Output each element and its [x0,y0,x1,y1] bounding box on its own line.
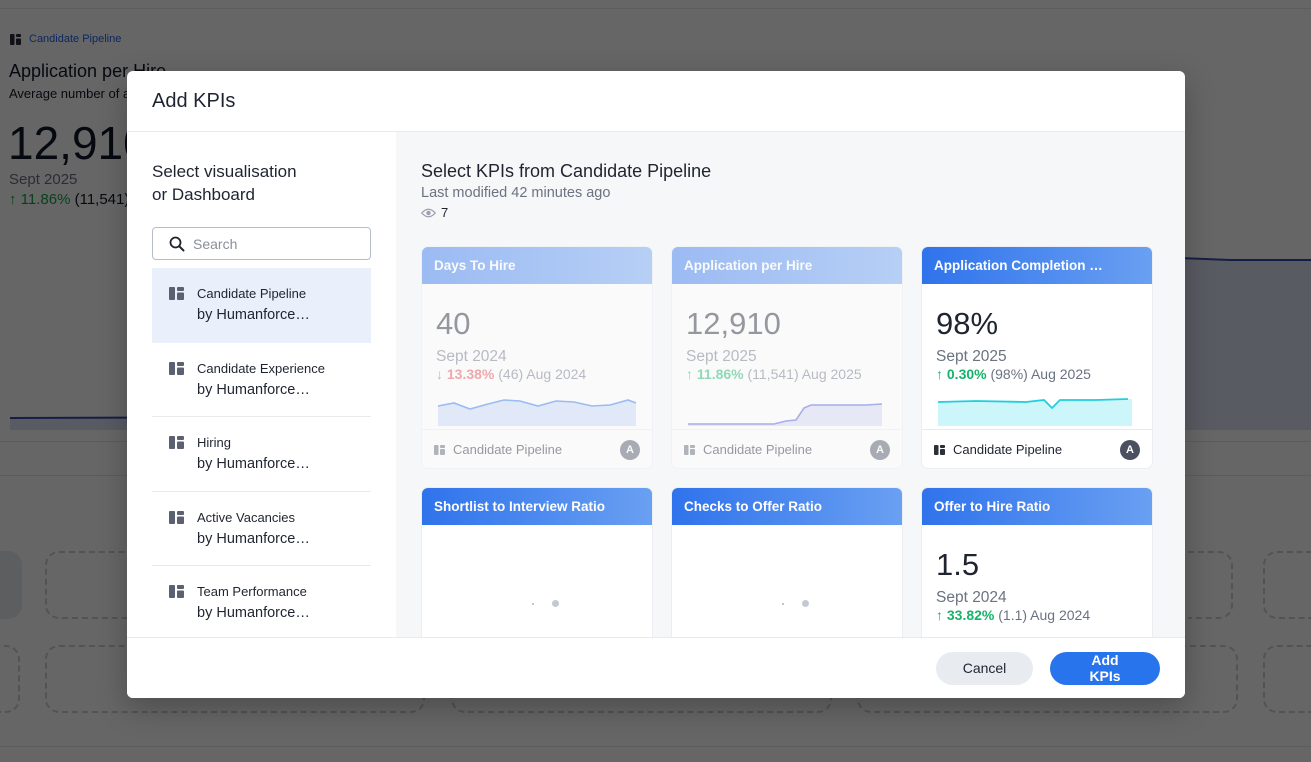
kpi-card-shortlist-to-interview[interactable]: Shortlist to Interview Ratio [421,487,653,637]
kpi-card-title: Application per Hire [672,247,902,284]
dashboard-item-hiring[interactable]: Hiring by Humanforce… [152,417,371,492]
eye-icon [421,208,436,217]
sparkline-chart [937,398,1132,426]
search-icon [169,236,185,251]
view-count-value: 7 [441,205,449,220]
kpi-card-title: Checks to Offer Ratio [672,488,902,525]
dashboard-list: Candidate Pipeline by Humanforce… Candida… [152,268,371,637]
dashboard-icon [169,585,184,598]
kpi-card-footer: Candidate Pipeline A [422,429,652,468]
kpi-card-title: Offer to Hire Ratio [922,488,1152,525]
dashboard-icon [169,287,184,300]
dashboard-icon [169,436,184,449]
kpi-card-value: 40 [436,306,471,341]
kpi-card-date: Sept 2024 [936,589,1007,606]
dashboard-owner: by Humanforce… [197,456,310,472]
dashboard-icon [169,510,184,524]
delta-percent: ↓ 13.38% [436,366,495,382]
kpi-card-title: Days To Hire [422,247,652,284]
dashboard-icon [684,444,695,455]
dashboard-name: Candidate Pipeline [197,286,307,301]
kpi-card-footer: Candidate Pipeline A [672,429,902,468]
delta-percent: ↑ 11.86% [686,366,744,382]
kpi-card-application-completion[interactable]: Application Completion … 98% Sept 2025 ↑… [921,246,1153,469]
sparkline-chart [437,399,636,426]
avatar: A [870,439,890,460]
dashboard-name: Hiring [197,435,231,450]
kpi-card-source: Candidate Pipeline [453,442,563,457]
search-input[interactable] [193,235,343,252]
dashboard-name: Active Vacancies [197,509,296,525]
dialog-footer: Cancel Add KPIs [127,637,1185,698]
dashboard-name: Team Performance [197,584,307,599]
delta-detail: (11,541) Aug 2025 [743,366,862,382]
kpi-card-date: Sept 2025 [686,348,757,365]
kpi-card-offer-to-hire[interactable]: Offer to Hire Ratio 1.5 Sept 2024 ↑ 33.8… [921,487,1153,637]
dialog-title: Add KPIs [152,89,236,112]
dashboard-owner: by Humanforce… [197,381,310,398]
kpi-card-title: Shortlist to Interview Ratio [422,488,652,525]
dashboard-owner: by Humanforce… [197,605,310,621]
view-count: 7 [421,205,1185,220]
kpi-card-footer: Candidate Pipeline A [922,429,1152,468]
dashboard-icon [169,361,184,375]
kpi-card-days-to-hire[interactable]: Days To Hire 40 Sept 2024 ↓ 13.38% (46) … [421,246,653,469]
kpi-card-source: Candidate Pipeline [953,442,1063,457]
add-kpis-button[interactable]: Add KPIs [1050,651,1160,685]
source-selector-heading: Select visualisation or Dashboard [152,162,297,204]
kpi-card-delta: ↑ 33.82% (1.1) Aug 2024 [936,607,1138,624]
source-selector-pane: Select visualisation or Dashboard Candid… [127,132,396,637]
dashboard-item-candidate-pipeline[interactable]: Candidate Pipeline by Humanforce… [152,268,371,343]
dashboard-icon [434,444,445,455]
delta-detail: (98%) Aug 2025 [986,366,1091,382]
kpi-card-source: Candidate Pipeline [703,442,813,457]
kpi-card-checks-to-offer[interactable]: Checks to Offer Ratio [671,487,903,637]
dashboard-item-active-vacancies[interactable]: Active Vacancies by Humanforce… [152,492,371,566]
loading-indicator [532,600,559,607]
dashboard-item-candidate-experience[interactable]: Candidate Experience by Humanforce… [152,343,371,417]
add-kpis-dialog: Add KPIs Select visualisation or Dashboa… [127,71,1185,698]
dashboard-name: Candidate Experience [197,360,325,376]
delta-detail: (1.1) Aug 2024 [994,607,1091,623]
avatar: A [1120,439,1140,460]
dashboard-owner: by Humanforce… [197,530,310,547]
dialog-body: Select visualisation or Dashboard Candid… [127,132,1185,637]
kpi-card-delta: ↑ 0.30% (98%) Aug 2025 [936,366,1138,383]
kpi-card-date: Sept 2024 [436,348,507,365]
kpi-card-value: 12,910 [686,306,781,341]
kpi-selection-pane: Select KPIs from Candidate Pipeline Last… [396,132,1185,637]
kpi-card-delta: ↓ 13.38% (46) Aug 2024 [436,366,638,383]
cancel-button[interactable]: Cancel [936,651,1033,685]
dialog-header: Add KPIs [127,71,1185,132]
kpi-card-application-per-hire[interactable]: Application per Hire 12,910 Sept 2025 ↑ … [671,246,903,469]
dashboard-item-team-performance[interactable]: Team Performance by Humanforce… [152,566,371,637]
dashboard-icon [934,444,945,455]
delta-detail: (46) Aug 2024 [494,366,587,382]
kpi-card-grid: Days To Hire 40 Sept 2024 ↓ 13.38% (46) … [421,246,1153,637]
sparkline-chart [688,403,883,426]
delta-percent: ↑ 33.82% [936,607,995,623]
kpi-card-title: Application Completion … [922,247,1152,284]
delta-percent: ↑ 0.30% [936,366,987,382]
kpi-pane-title: Select KPIs from Candidate Pipeline [421,161,712,181]
kpi-card-date: Sept 2025 [936,348,1007,365]
kpi-card-value: 98% [936,306,999,341]
kpi-card-delta: ↑ 11.86% (11,541) Aug 2025 [686,366,888,383]
dashboard-owner: by Humanforce… [197,307,310,323]
search-box[interactable] [152,227,371,260]
last-modified: Last modified 42 minutes ago [421,185,611,201]
kpi-card-value: 1.5 [936,547,980,582]
avatar: A [620,439,640,460]
loading-indicator [782,600,809,607]
